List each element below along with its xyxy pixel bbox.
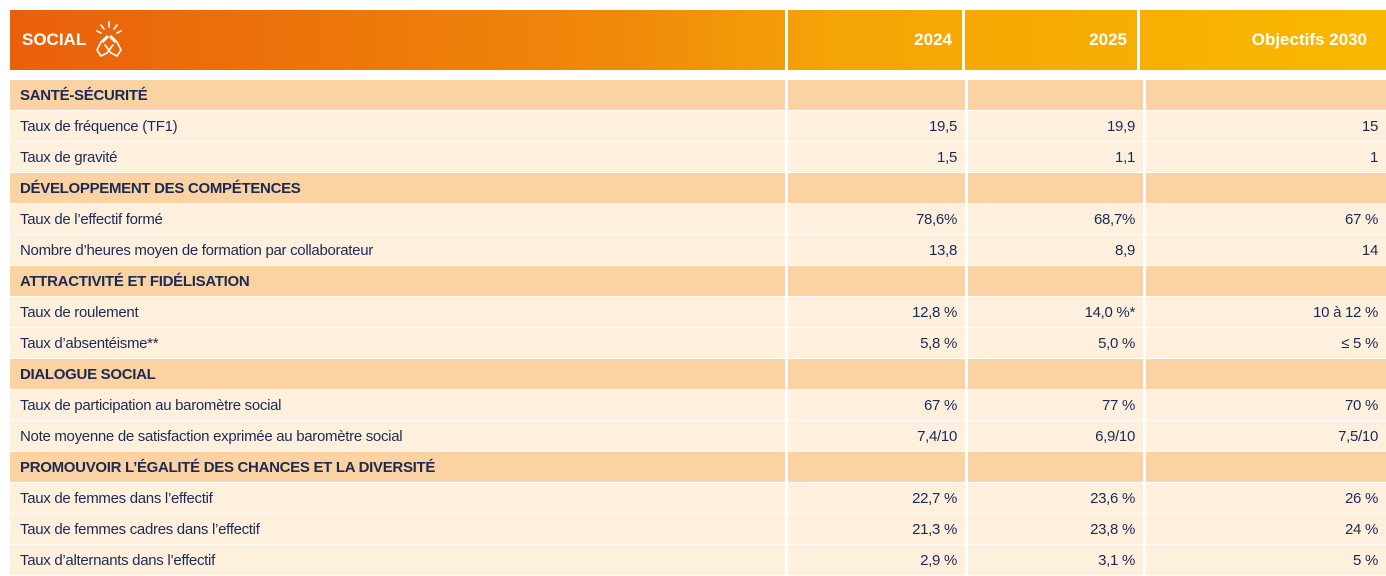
data-row: Taux d’absentéisme** 5,8 % 5,0 % ≤ 5 % xyxy=(10,328,1386,358)
data-row: Taux de fréquence (TF1) 19,5 19,9 15 xyxy=(10,111,1386,141)
section-filler xyxy=(788,80,965,110)
row-value: 5,0 % xyxy=(968,328,1143,358)
section-row: ATTRACTIVITÉ ET FIDÉLISATION xyxy=(10,266,1386,296)
section-filler xyxy=(788,173,965,203)
hands-icon xyxy=(96,21,123,57)
section-row: DIALOGUE SOCIAL xyxy=(10,359,1386,389)
row-value: 7,4/10 xyxy=(788,421,965,451)
header-title-cell: SOCIAL xyxy=(10,10,785,70)
header-col: 2025 xyxy=(962,10,1137,70)
section-filler xyxy=(1146,173,1386,203)
row-value: 3,1 % xyxy=(968,545,1143,575)
section-filler xyxy=(968,173,1143,203)
row-value: 15 xyxy=(1146,111,1386,141)
section-filler xyxy=(1146,266,1386,296)
row-value: 19,5 xyxy=(788,111,965,141)
section-filler xyxy=(968,452,1143,482)
data-row: Taux de l’effectif formé 78,6% 68,7% 67 % xyxy=(10,204,1386,234)
row-value: 70 % xyxy=(1146,390,1386,420)
section-filler xyxy=(1146,452,1386,482)
row-value: 26 % xyxy=(1146,483,1386,513)
row-value: 21,3 % xyxy=(788,514,965,544)
section-title: SANTÉ-SÉCURITÉ xyxy=(10,80,785,110)
row-value: 6,9/10 xyxy=(968,421,1143,451)
section-filler xyxy=(968,80,1143,110)
row-value: 67 % xyxy=(1146,204,1386,234)
section-title: DIALOGUE SOCIAL xyxy=(10,359,785,389)
row-label: Note moyenne de satisfaction exprimée au… xyxy=(10,421,785,451)
row-value: 14,0 %* xyxy=(968,297,1143,327)
section-row: SANTÉ-SÉCURITÉ xyxy=(10,80,1386,110)
header-col: Objectifs 2030 xyxy=(1137,10,1377,70)
row-value: 5 % xyxy=(1146,545,1386,575)
row-value: 13,8 xyxy=(788,235,965,265)
section-row: PROMOUVOIR L’ÉGALITÉ DES CHANCES ET LA D… xyxy=(10,452,1386,482)
header-col: 2024 xyxy=(785,10,962,70)
row-label: Nombre d’heures moyen de formation par c… xyxy=(10,235,785,265)
row-value: 78,6% xyxy=(788,204,965,234)
row-value: 24 % xyxy=(1146,514,1386,544)
section-filler xyxy=(1146,359,1386,389)
row-value: 5,8 % xyxy=(788,328,965,358)
row-value: 23,8 % xyxy=(968,514,1143,544)
row-label: Taux d’alternants dans l’effectif xyxy=(10,545,785,575)
row-value: 1 xyxy=(1146,142,1386,172)
data-row: Taux de femmes dans l’effectif 22,7 % 23,6… xyxy=(10,483,1386,513)
header-title: SOCIAL xyxy=(22,30,87,49)
row-value: 68,7% xyxy=(968,204,1143,234)
section-filler xyxy=(1146,80,1386,110)
data-row: Taux de gravité 1,5 1,1 1 xyxy=(10,142,1386,172)
row-value: 7,5/10 xyxy=(1146,421,1386,451)
section-filler xyxy=(788,359,965,389)
section-filler xyxy=(968,266,1143,296)
data-row: Taux de participation au baromètre socia… xyxy=(10,390,1386,420)
section-title: PROMOUVOIR L’ÉGALITÉ DES CHANCES ET LA D… xyxy=(10,452,785,482)
section-row: DÉVELOPPEMENT DES COMPÉTENCES xyxy=(10,173,1386,203)
row-value: 10 à 12 % xyxy=(1146,297,1386,327)
data-row: Taux de roulement 12,8 % 14,0 %* 10 à 12 % xyxy=(10,297,1386,327)
data-row: Note moyenne de satisfaction exprimée au… xyxy=(10,421,1386,451)
header-row: SOCIAL 2024 2025 Objectifs 2030 xyxy=(10,10,1386,70)
section-title: ATTRACTIVITÉ ET FIDÉLISATION xyxy=(10,266,785,296)
row-label: Taux de gravité xyxy=(10,142,785,172)
row-label: Taux de participation au baromètre socia… xyxy=(10,390,785,420)
row-label: Taux de roulement xyxy=(10,297,785,327)
row-value: 2,9 % xyxy=(788,545,965,575)
row-value: 22,7 % xyxy=(788,483,965,513)
row-label: Taux de femmes cadres dans l’effectif xyxy=(10,514,785,544)
data-row: Taux de femmes cadres dans l’effectif 21,… xyxy=(10,514,1386,544)
data-row: Taux d’alternants dans l’effectif 2,9 % 3,… xyxy=(10,545,1386,575)
row-value: ≤ 5 % xyxy=(1146,328,1386,358)
row-value: 12,8 % xyxy=(788,297,965,327)
row-label: Taux de l’effectif formé xyxy=(10,204,785,234)
row-label: Taux d’absentéisme** xyxy=(10,328,785,358)
section-filler xyxy=(788,266,965,296)
data-row: Nombre d’heures moyen de formation par c… xyxy=(10,235,1386,265)
section-title: DÉVELOPPEMENT DES COMPÉTENCES xyxy=(10,173,785,203)
row-value: 14 xyxy=(1146,235,1386,265)
row-value: 23,6 % xyxy=(968,483,1143,513)
row-value: 8,9 xyxy=(968,235,1143,265)
row-value: 67 % xyxy=(788,390,965,420)
row-value: 1,1 xyxy=(968,142,1143,172)
row-label: Taux de fréquence (TF1) xyxy=(10,111,785,141)
row-value: 1,5 xyxy=(788,142,965,172)
row-value: 77 % xyxy=(968,390,1143,420)
table: SOCIAL 2024 2025 Objectifs 2030 SANTÉ-SÉ… xyxy=(10,10,1386,576)
row-value: 19,9 xyxy=(968,111,1143,141)
row-label: Taux de femmes dans l’effectif xyxy=(10,483,785,513)
section-filler xyxy=(788,452,965,482)
section-filler xyxy=(968,359,1143,389)
